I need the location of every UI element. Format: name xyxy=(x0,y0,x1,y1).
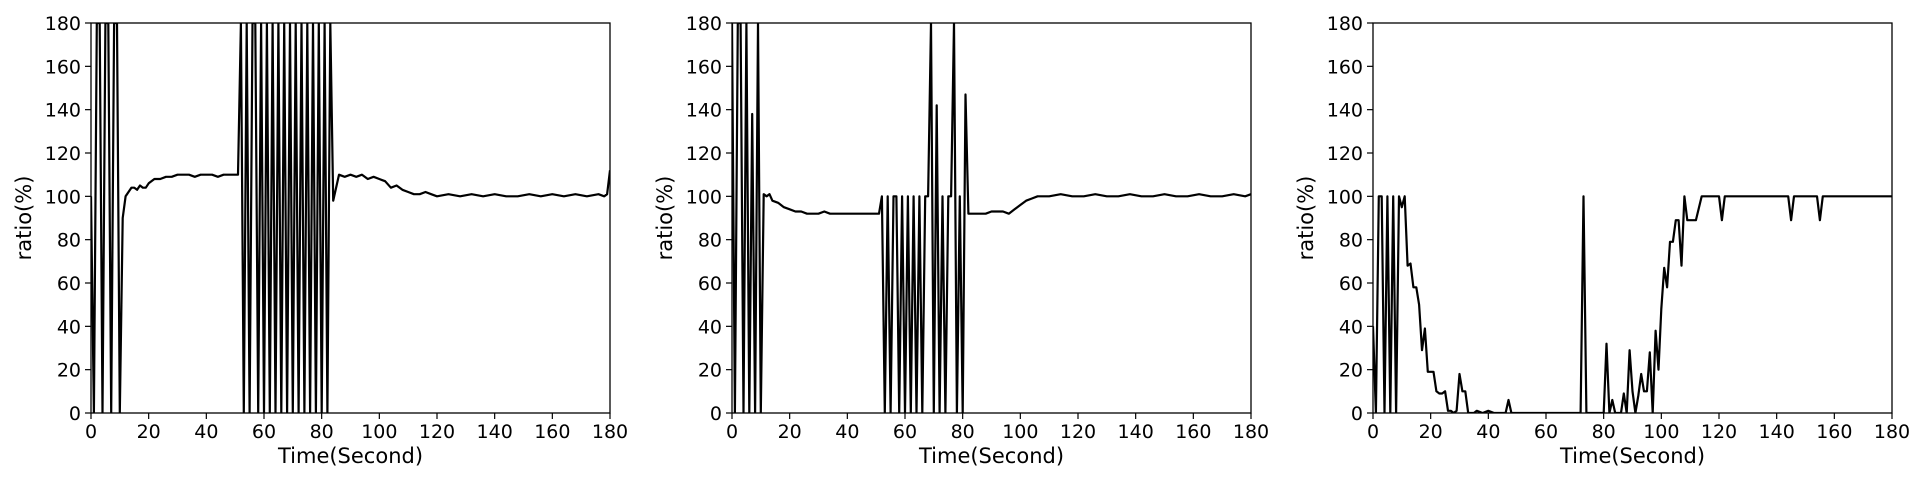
x-tick-label: 80 xyxy=(1592,421,1616,443)
y-tick-label: 80 xyxy=(57,230,81,252)
x-tick-label: 180 xyxy=(592,421,628,443)
x-tick-label: 0 xyxy=(1367,421,1379,443)
x-tick-label: 80 xyxy=(310,421,334,443)
y-tick-label: 140 xyxy=(1327,100,1363,122)
plot-frame xyxy=(731,22,1252,414)
x-tick-label: 20 xyxy=(778,421,802,443)
data-series-line xyxy=(91,23,610,413)
x-axis-label: Time(Second) xyxy=(918,444,1064,468)
x-tick-label: 20 xyxy=(137,421,161,443)
y-tick-label: 20 xyxy=(57,360,81,382)
chart-panel-1: 0 20 40 60 80 100 120 140 160 180 0 20 40 60 80 100 120 1… xyxy=(12,13,628,468)
x-tick-label: 120 xyxy=(1701,421,1737,443)
x-tick-label: 100 xyxy=(361,421,397,443)
x-tick-label: 40 xyxy=(835,421,859,443)
y-tick-label: 180 xyxy=(1327,13,1363,35)
y-tick-label: 140 xyxy=(45,100,81,122)
x-tick-label: 160 xyxy=(1175,421,1211,443)
y-tick-label: 160 xyxy=(1327,56,1363,78)
y-tick-label: 100 xyxy=(1327,186,1363,208)
x-axis-label: Time(Second) xyxy=(277,444,423,468)
y-axis-label: ratio(%) xyxy=(653,176,677,261)
y-tick-label: 60 xyxy=(698,273,722,295)
x-tick-label: 180 xyxy=(1874,421,1910,443)
data-series-line xyxy=(1373,195,1892,413)
y-tick-label: 40 xyxy=(57,316,81,338)
y-tick-label: 40 xyxy=(1339,316,1363,338)
y-tick-label: 180 xyxy=(45,13,81,35)
y-tick-label: 0 xyxy=(710,403,722,425)
y-tick-label: 140 xyxy=(686,100,722,122)
x-tick-label: 60 xyxy=(893,421,917,443)
x-tick-label: 40 xyxy=(1476,421,1500,443)
y-tick-label: 80 xyxy=(698,230,722,252)
y-tick-label: 0 xyxy=(1351,403,1363,425)
y-tick-label: 0 xyxy=(69,403,81,425)
x-tick-label: 120 xyxy=(419,421,455,443)
x-tick-label: 100 xyxy=(1002,421,1038,443)
x-tick-label: 140 xyxy=(1118,421,1154,443)
plot-frame xyxy=(90,22,611,414)
x-tick-label: 80 xyxy=(951,421,975,443)
x-tick-label: 160 xyxy=(1816,421,1852,443)
y-tick-label: 120 xyxy=(1327,143,1363,165)
x-tick-label: 20 xyxy=(1419,421,1443,443)
y-tick-label: 60 xyxy=(1339,273,1363,295)
y-tick-label: 180 xyxy=(686,13,722,35)
y-tick-label: 60 xyxy=(57,273,81,295)
y-tick-label: 100 xyxy=(686,186,722,208)
chart-panel-3: 0 20 40 60 80 100 120 140 160 180 0 20 40 60 80 100 120 1… xyxy=(1294,13,1910,468)
x-tick-label: 60 xyxy=(252,421,276,443)
x-axis-label: Time(Second) xyxy=(1559,444,1705,468)
y-tick-label: 100 xyxy=(45,186,81,208)
y-tick-label: 80 xyxy=(1339,230,1363,252)
x-tick-label: 120 xyxy=(1060,421,1096,443)
x-tick-label: 40 xyxy=(194,421,218,443)
x-tick-label: 100 xyxy=(1643,421,1679,443)
x-tick-label: 140 xyxy=(1759,421,1795,443)
y-axis-label: ratio(%) xyxy=(1294,176,1318,261)
data-series-line xyxy=(732,23,1251,413)
plot-frame xyxy=(1372,22,1893,414)
y-tick-label: 120 xyxy=(686,143,722,165)
x-tick-label: 0 xyxy=(85,421,97,443)
chart-panel-2: 0 20 40 60 80 100 120 140 160 180 0 20 40 60 80 100 120 1… xyxy=(653,13,1269,468)
y-tick-label: 20 xyxy=(1339,360,1363,382)
x-tick-label: 160 xyxy=(534,421,570,443)
y-tick-label: 160 xyxy=(45,56,81,78)
x-tick-label: 140 xyxy=(477,421,513,443)
x-tick-label: 0 xyxy=(726,421,738,443)
y-tick-label: 20 xyxy=(698,360,722,382)
x-tick-label: 180 xyxy=(1233,421,1269,443)
y-tick-label: 160 xyxy=(686,56,722,78)
y-axis-label: ratio(%) xyxy=(12,176,36,261)
y-tick-label: 120 xyxy=(45,143,81,165)
x-tick-label: 60 xyxy=(1534,421,1558,443)
y-tick-label: 40 xyxy=(698,316,722,338)
